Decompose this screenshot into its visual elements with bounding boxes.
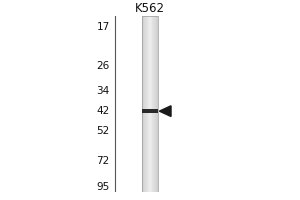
Bar xyxy=(145,16,146,192)
Bar xyxy=(149,16,150,192)
Bar xyxy=(155,16,156,192)
Text: 52: 52 xyxy=(96,126,110,136)
Bar xyxy=(142,109,158,113)
Bar xyxy=(147,16,148,192)
Bar xyxy=(154,16,155,192)
Bar xyxy=(152,16,153,192)
Bar xyxy=(153,16,154,192)
Bar xyxy=(151,16,152,192)
Bar xyxy=(150,16,151,192)
Text: 95: 95 xyxy=(96,182,110,192)
Text: 42: 42 xyxy=(96,106,110,116)
Bar xyxy=(143,16,144,192)
Bar xyxy=(144,16,145,192)
Text: K562: K562 xyxy=(135,2,165,15)
Text: 34: 34 xyxy=(96,86,110,96)
Bar xyxy=(157,16,158,192)
Text: 72: 72 xyxy=(96,156,110,166)
Bar xyxy=(146,16,147,192)
Text: 17: 17 xyxy=(96,22,110,32)
Bar xyxy=(156,16,157,192)
Bar xyxy=(142,16,158,192)
Text: 26: 26 xyxy=(96,61,110,71)
Bar xyxy=(142,16,143,192)
Polygon shape xyxy=(159,106,171,117)
Bar xyxy=(148,16,149,192)
